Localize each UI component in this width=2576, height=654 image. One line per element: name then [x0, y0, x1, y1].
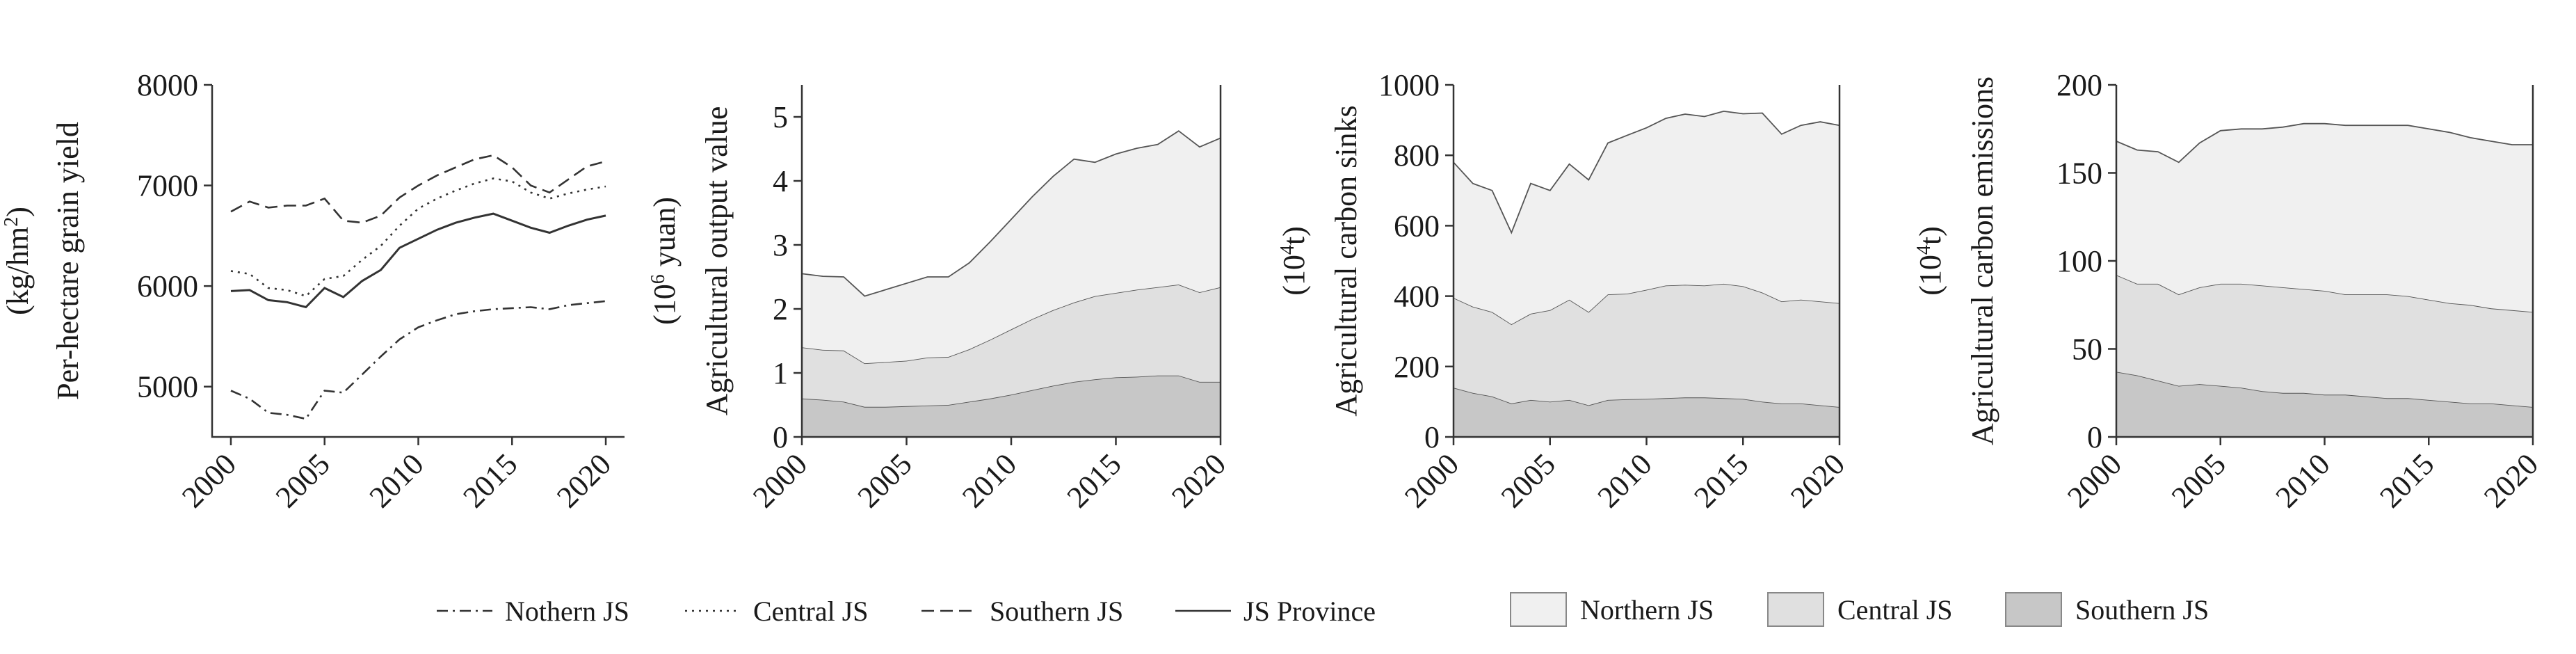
y-tick-label: 6000 [137, 269, 198, 303]
panel-carbon-sinks: 0 200 400 600 800 1000 2000 2005 2010 2015 2020 Agr… [1277, 68, 1852, 514]
y-tick-label: 1000 [1378, 68, 1440, 102]
area-southern [1454, 388, 1840, 437]
y-tick-label: 1 [773, 356, 788, 390]
legend-label: Central JS [753, 596, 869, 627]
y-tick-label: 0 [1424, 420, 1440, 454]
area-northern [802, 131, 1221, 364]
x-tick-label: 2000 [175, 447, 243, 514]
area-central [2116, 275, 2533, 407]
x-tick-label: 2010 [363, 447, 430, 514]
y-tick-label: 200 [1394, 350, 1440, 384]
x-tick-label: 2005 [1495, 447, 1562, 514]
legend-label: Southern JS [2075, 594, 2209, 625]
y-tick-label: 5000 [137, 370, 198, 404]
y-axis-title: Per-hectare grain yield [51, 122, 85, 400]
y-tick-label: 400 [1394, 280, 1440, 314]
series-line [230, 212, 606, 309]
series-line [230, 177, 606, 298]
x-tick-label: 2020 [550, 447, 618, 514]
legend-area-swatch [1510, 592, 1567, 627]
x-tick-label: 2015 [1687, 447, 1755, 514]
y-tick-label: 4 [773, 164, 788, 198]
y-axis-unit: (104t) [1277, 226, 1312, 296]
legend-label: Southern JS [990, 596, 1123, 627]
y-axis-title: Agricultural output value [700, 106, 734, 416]
x-tick-label: 2010 [2269, 447, 2337, 514]
x-tick-label: 2010 [956, 447, 1023, 514]
axis-frame [211, 85, 625, 438]
y-tick-label: 800 [1394, 138, 1440, 173]
x-tick-label: 2010 [1591, 447, 1659, 514]
y-tick-label: 7000 [137, 169, 198, 203]
x-tick-label: 2000 [1398, 447, 1465, 514]
x-tick-label: 2015 [2373, 447, 2440, 514]
y-tick-label: 0 [2087, 420, 2102, 454]
x-tick-label: 2005 [2165, 447, 2232, 514]
legend-areas: Northern JS Central JS Southern JS [1510, 592, 2209, 627]
x-tick-label: 2015 [456, 447, 524, 514]
y-axis-unit: (kg/hm2) [1, 207, 35, 315]
x-tick-label: 2020 [2477, 447, 2545, 514]
series-line [230, 300, 606, 420]
legend-label: Northern JS [1580, 594, 1714, 625]
y-tick-label: 8000 [137, 68, 198, 102]
area-edge-northern [801, 130, 1221, 297]
y-axis-unit: (104t) [1913, 226, 1948, 296]
x-tick-label: 2000 [746, 447, 814, 514]
y-tick-label: 150 [2056, 157, 2102, 191]
area-southern [802, 375, 1221, 437]
area-central [802, 285, 1221, 407]
x-tick-label: 2020 [1784, 447, 1851, 514]
panel-carbon-emissions: 0 50 100 150 200 2000 2005 2010 2015 2020 Agricult… [1913, 68, 2545, 514]
area-southern [2116, 372, 2533, 437]
x-tick-label: 2020 [1165, 447, 1232, 514]
y-tick-label: 0 [773, 420, 788, 454]
panel-output-value: 0 1 2 3 4 5 2000 2005 2010 2015 2020 Agricultural o… [647, 85, 1232, 514]
x-tick-label: 2000 [2061, 447, 2128, 514]
legend-label: Central JS [1837, 594, 1953, 625]
area-edge-northern [1453, 110, 1840, 234]
panel-grain-yield: 5000 6000 7000 8000 2000 2005 2010 2015 2020 Per-… [1, 68, 625, 514]
area-edge-northern [2116, 122, 2533, 164]
legend-area-swatch [2005, 592, 2062, 627]
y-axis-unit: (106 yuan) [647, 197, 682, 325]
series-line [230, 154, 606, 224]
y-tick-label: 50 [2072, 333, 2102, 367]
area-central [1454, 283, 1840, 407]
y-tick-label: 200 [2056, 68, 2102, 102]
y-axis-title: Agricultural carbon emissions [1965, 77, 1999, 445]
y-tick-label: 100 [2056, 244, 2102, 278]
x-tick-label: 2005 [269, 447, 337, 514]
legend-lines: Nothern JS Central JS Southern JS JS Provin… [437, 596, 1376, 627]
area-northern [2116, 123, 2533, 312]
x-tick-label: 2005 [851, 447, 919, 514]
area-northern [1454, 111, 1840, 325]
y-axis-title: Agricultural carbon sinks [1329, 105, 1363, 416]
legend-area-swatch [1767, 592, 1824, 627]
y-tick-label: 600 [1394, 209, 1440, 243]
y-tick-label: 2 [773, 292, 788, 326]
x-tick-label: 2015 [1061, 447, 1128, 514]
y-tick-label: 5 [773, 100, 788, 134]
y-tick-label: 3 [773, 228, 788, 262]
legend-label: JS Province [1243, 596, 1376, 627]
legend-label: Nothern JS [505, 596, 629, 627]
